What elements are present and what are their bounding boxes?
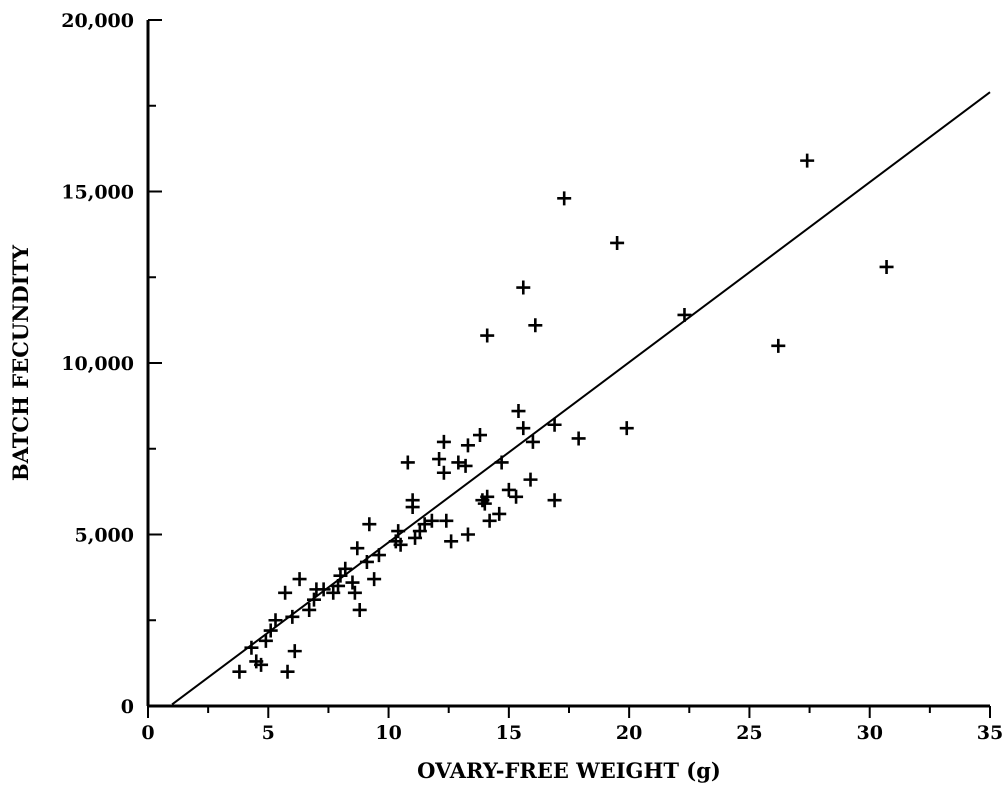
data-point <box>547 493 562 508</box>
data-point <box>480 328 495 343</box>
data-point <box>285 609 300 624</box>
data-point <box>458 458 473 473</box>
data-point <box>391 524 406 539</box>
x-axis-title: OVARY-FREE WEIGHT (g) <box>417 758 721 783</box>
y-axis-title: BATCH FECUNDITY <box>8 244 33 481</box>
data-point <box>525 434 540 449</box>
data-point <box>480 489 495 504</box>
data-point <box>800 153 815 168</box>
axis-ticks <box>147 19 991 718</box>
x-tick-label: 5 <box>262 722 275 744</box>
data-point <box>610 235 625 250</box>
data-point <box>352 602 367 617</box>
data-point <box>347 585 362 600</box>
data-point <box>619 421 634 436</box>
data-point <box>460 438 475 453</box>
y-tick-label: 10,000 <box>61 353 134 375</box>
x-tick-label: 30 <box>856 722 882 744</box>
data-point <box>367 572 382 587</box>
data-point <box>278 585 293 600</box>
data-point <box>460 527 475 542</box>
y-tick-label: 15,000 <box>61 182 134 204</box>
x-tick-label: 35 <box>977 722 1002 744</box>
x-tick-label: 25 <box>736 722 762 744</box>
data-point <box>547 417 562 432</box>
data-point <box>393 537 408 552</box>
data-point <box>492 506 507 521</box>
data-point <box>258 633 273 648</box>
data-point <box>677 307 692 322</box>
data-point <box>879 259 894 274</box>
plot-area: 0 5 10 15 20 25 30 35 0 5,000 10,000 15,000 20,000 <box>61 10 1002 744</box>
tick-labels: 0 5 10 15 20 25 30 35 0 5,000 10,000 15,000 20,000 <box>61 10 1002 744</box>
data-point <box>232 664 247 679</box>
data-point <box>287 644 302 659</box>
y-tick-label: 20,000 <box>61 10 134 32</box>
data-points <box>232 153 894 679</box>
data-point <box>417 517 432 532</box>
x-tick-label: 0 <box>141 722 154 744</box>
data-point <box>331 578 346 593</box>
y-tick-label: 5,000 <box>75 525 135 547</box>
data-point <box>451 455 466 470</box>
data-point <box>432 452 447 467</box>
data-point <box>528 318 543 333</box>
x-tick-label: 10 <box>375 722 401 744</box>
data-point <box>439 513 454 528</box>
data-point <box>362 517 377 532</box>
data-point <box>359 554 374 569</box>
data-point <box>400 455 415 470</box>
data-point <box>557 191 572 206</box>
data-point <box>302 602 317 617</box>
data-point <box>494 455 509 470</box>
data-point <box>571 431 586 446</box>
data-point <box>436 434 451 449</box>
data-point <box>482 513 497 528</box>
data-point <box>424 513 439 528</box>
data-point <box>511 404 526 419</box>
data-point <box>292 572 307 587</box>
data-point <box>444 534 459 549</box>
data-point <box>405 500 420 515</box>
data-point <box>254 657 269 672</box>
data-point <box>523 472 538 487</box>
x-tick-label: 20 <box>616 722 642 744</box>
data-point <box>316 582 331 597</box>
y-tick-label: 0 <box>121 696 134 718</box>
data-point <box>501 482 516 497</box>
data-point <box>436 465 451 480</box>
data-point <box>472 428 487 443</box>
data-point <box>516 280 531 295</box>
x-tick-label: 15 <box>496 722 522 744</box>
data-point <box>268 613 283 628</box>
regression-line <box>171 91 991 706</box>
data-point <box>263 623 278 638</box>
data-point <box>509 489 524 504</box>
data-point <box>345 575 360 590</box>
data-point <box>350 541 365 556</box>
data-point <box>771 338 786 353</box>
data-point <box>280 664 295 679</box>
data-point <box>244 640 259 655</box>
data-point <box>477 496 492 511</box>
data-point <box>371 548 386 563</box>
data-point <box>516 421 531 436</box>
data-point <box>338 561 353 576</box>
data-point <box>306 592 321 607</box>
